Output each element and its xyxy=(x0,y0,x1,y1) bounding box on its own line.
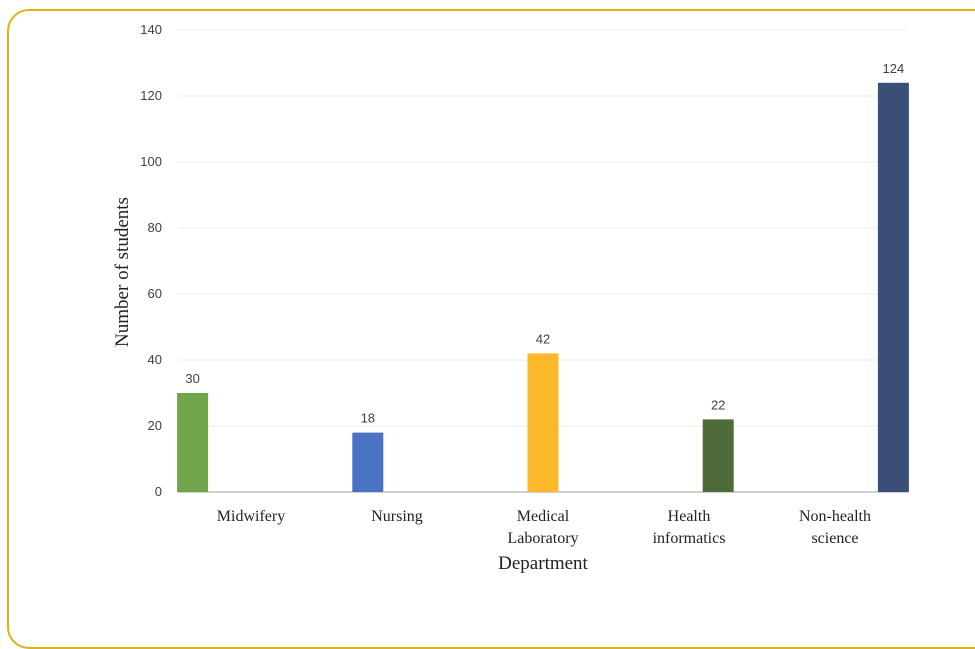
y-tick-label: 120 xyxy=(140,88,162,103)
bar-chart: 0 20 40 60 80 100 120 140 30 18 42 22 124 Midwifery… xyxy=(112,22,909,574)
data-label: 18 xyxy=(361,411,375,426)
bars xyxy=(177,82,909,493)
y-axis-title: Number of students xyxy=(112,197,133,347)
bar xyxy=(527,353,559,492)
y-tick-label: 80 xyxy=(148,220,162,235)
y-tick-label: 140 xyxy=(140,22,162,37)
y-tick-label: 0 xyxy=(155,484,162,499)
y-tick-label: 20 xyxy=(148,418,162,433)
data-label: 124 xyxy=(883,61,905,76)
category-label: Laboratory xyxy=(507,530,578,547)
bar xyxy=(352,432,384,492)
data-label: 30 xyxy=(185,371,199,386)
y-tick-label: 40 xyxy=(148,352,162,367)
bar xyxy=(702,419,734,492)
y-tick-label: 60 xyxy=(148,286,162,301)
data-label: 42 xyxy=(536,331,550,346)
bar xyxy=(177,393,209,492)
category-label: Health xyxy=(668,508,711,525)
y-tick-labels: 0 20 40 60 80 100 120 140 xyxy=(140,22,162,499)
category-label: Non-health xyxy=(799,508,871,525)
bar xyxy=(877,82,909,493)
data-labels: 30 18 42 22 124 xyxy=(185,61,904,426)
category-label: informatics xyxy=(653,530,726,547)
category-label: Nursing xyxy=(371,508,423,525)
y-tick-label: 100 xyxy=(140,154,162,169)
category-label: science xyxy=(811,530,858,547)
category-label: Medical xyxy=(517,508,570,525)
category-label: Midwifery xyxy=(217,508,285,525)
data-label: 22 xyxy=(711,397,725,412)
category-labels: Midwifery Nursing Medical Laboratory Health i… xyxy=(217,508,871,547)
x-axis-title: Department xyxy=(498,553,588,574)
